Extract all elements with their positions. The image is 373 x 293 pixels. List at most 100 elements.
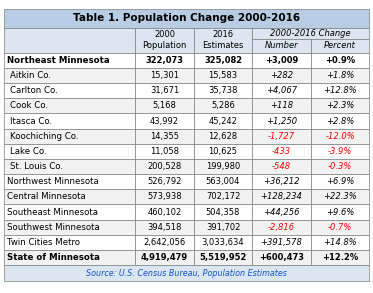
Text: +4,067: +4,067 — [266, 86, 297, 95]
Bar — [311, 220, 369, 235]
Bar — [135, 189, 194, 205]
Bar — [311, 39, 369, 53]
Text: +12.8%: +12.8% — [323, 86, 357, 95]
Text: 526,792: 526,792 — [147, 177, 182, 186]
Bar — [252, 189, 311, 205]
Text: Southwest Minnesota: Southwest Minnesota — [7, 223, 100, 232]
Text: Aitkin Co.: Aitkin Co. — [10, 71, 51, 80]
Text: Percent: Percent — [324, 41, 356, 50]
Text: +282: +282 — [270, 71, 293, 80]
Text: 200,528: 200,528 — [147, 162, 182, 171]
Bar — [311, 250, 369, 265]
Bar — [252, 98, 311, 113]
Bar — [252, 113, 311, 129]
Text: +128,234: +128,234 — [261, 193, 303, 201]
Text: -0.7%: -0.7% — [328, 223, 352, 232]
Bar — [4, 235, 135, 250]
Text: 43,992: 43,992 — [150, 117, 179, 125]
Text: +12.2%: +12.2% — [322, 253, 358, 262]
Text: +600,473: +600,473 — [259, 253, 304, 262]
Text: +44,256: +44,256 — [263, 207, 300, 217]
Bar — [135, 144, 194, 159]
Bar — [194, 144, 252, 159]
Text: 4,919,479: 4,919,479 — [141, 253, 188, 262]
Bar — [252, 144, 311, 159]
Bar — [252, 39, 311, 53]
Bar — [311, 129, 369, 144]
Text: 2016
Estimates: 2016 Estimates — [203, 30, 244, 50]
Text: 5,519,952: 5,519,952 — [199, 253, 247, 262]
Text: +14.8%: +14.8% — [323, 238, 357, 247]
Bar — [4, 28, 135, 53]
Bar — [252, 205, 311, 220]
Text: 394,518: 394,518 — [147, 223, 182, 232]
Text: Twin Cities Metro: Twin Cities Metro — [7, 238, 80, 247]
Bar — [4, 98, 135, 113]
Bar — [135, 205, 194, 220]
Bar — [135, 53, 194, 68]
Bar — [135, 98, 194, 113]
Text: +6.9%: +6.9% — [326, 177, 354, 186]
Bar — [311, 68, 369, 83]
Text: Northeast Minnesota: Northeast Minnesota — [7, 56, 109, 65]
Text: Source: U.S. Census Bureau, Population Estimates: Source: U.S. Census Bureau, Population E… — [86, 269, 287, 278]
Text: +36,212: +36,212 — [263, 177, 300, 186]
Bar — [194, 235, 252, 250]
Bar — [135, 220, 194, 235]
Bar — [194, 174, 252, 189]
Bar — [4, 250, 135, 265]
Bar — [311, 174, 369, 189]
Bar — [4, 83, 135, 98]
Bar — [252, 174, 311, 189]
Bar — [252, 220, 311, 235]
Bar — [194, 205, 252, 220]
Bar — [194, 68, 252, 83]
Bar — [4, 174, 135, 189]
Text: 199,980: 199,980 — [206, 162, 240, 171]
Bar — [194, 250, 252, 265]
Bar — [311, 205, 369, 220]
Bar — [311, 98, 369, 113]
Bar — [311, 113, 369, 129]
Text: 2000-2016 Change: 2000-2016 Change — [270, 29, 351, 38]
Text: +22.3%: +22.3% — [323, 193, 357, 201]
Text: -0.3%: -0.3% — [328, 162, 352, 171]
Text: +1.8%: +1.8% — [326, 71, 354, 80]
Bar — [311, 235, 369, 250]
Bar — [194, 28, 252, 53]
Text: 391,702: 391,702 — [206, 223, 240, 232]
Text: Lake Co.: Lake Co. — [10, 147, 47, 156]
Bar — [4, 53, 135, 68]
Bar — [135, 113, 194, 129]
Bar — [4, 144, 135, 159]
Text: -2,816: -2,816 — [268, 223, 295, 232]
Bar — [194, 113, 252, 129]
Text: 10,625: 10,625 — [209, 147, 238, 156]
Bar — [194, 129, 252, 144]
Text: 504,358: 504,358 — [206, 207, 240, 217]
Bar — [194, 53, 252, 68]
Bar — [252, 53, 311, 68]
Bar — [135, 129, 194, 144]
Text: 31,671: 31,671 — [150, 86, 179, 95]
Text: 702,172: 702,172 — [206, 193, 240, 201]
Bar — [4, 159, 135, 174]
Text: Northwest Minnesota: Northwest Minnesota — [7, 177, 98, 186]
Bar — [194, 220, 252, 235]
Text: +2.8%: +2.8% — [326, 117, 354, 125]
Bar — [4, 189, 135, 205]
Bar — [311, 189, 369, 205]
Text: +391,578: +391,578 — [261, 238, 303, 247]
Bar — [4, 129, 135, 144]
Bar — [135, 235, 194, 250]
Text: State of Minnesota: State of Minnesota — [7, 253, 100, 262]
Text: 12,628: 12,628 — [209, 132, 238, 141]
Text: -12.0%: -12.0% — [325, 132, 355, 141]
Text: 573,938: 573,938 — [147, 193, 182, 201]
Text: St. Louis Co.: St. Louis Co. — [10, 162, 63, 171]
Text: 2000
Population: 2000 Population — [142, 30, 187, 50]
Text: Table 1. Population Change 2000-2016: Table 1. Population Change 2000-2016 — [73, 13, 300, 23]
Text: 35,738: 35,738 — [209, 86, 238, 95]
Text: 5,168: 5,168 — [153, 101, 176, 110]
Bar — [194, 83, 252, 98]
